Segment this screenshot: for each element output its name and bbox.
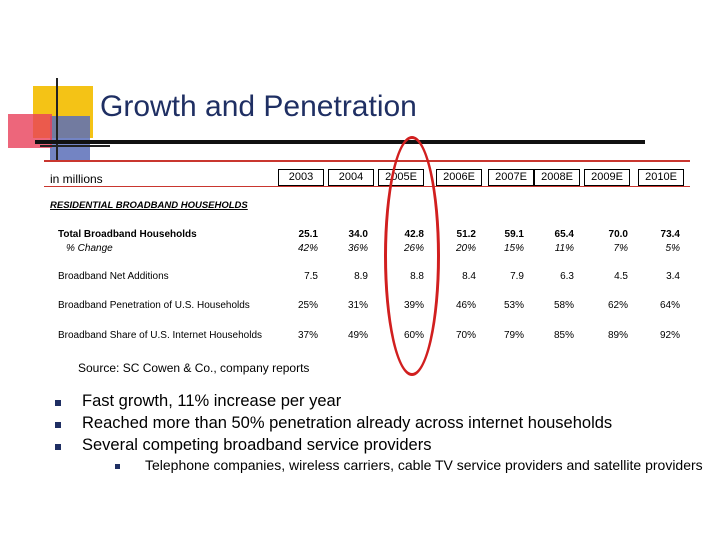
table-cell: 15%: [503, 243, 524, 254]
bullet-square-icon: [55, 422, 61, 428]
table-cell: 65.4: [554, 229, 574, 240]
table-cell: 36%: [347, 243, 368, 254]
table-cell: 46%: [455, 300, 476, 311]
table-cell: 6.3: [560, 271, 574, 282]
unit-label: in millions: [50, 172, 103, 186]
table-cell: 64%: [659, 300, 680, 311]
table-cell: 31%: [347, 300, 368, 311]
row-label: Broadband Net Additions: [58, 271, 169, 282]
highlight-oval: [384, 136, 440, 376]
table-cell: 53%: [503, 300, 524, 311]
table-cell: 5%: [665, 243, 680, 254]
table-cell: 11%: [554, 243, 574, 254]
bullet-text: Several competing broadband service prov…: [82, 436, 432, 454]
table-cell: 4.5: [614, 271, 628, 282]
table-cell: 79%: [503, 330, 524, 341]
row-label: Broadband Share of U.S. Internet Househo…: [58, 330, 263, 341]
header-rule: [44, 186, 690, 187]
row-label: Total Broadband Households: [58, 229, 197, 240]
year-header: 2006E: [436, 169, 482, 186]
table-cell: 89%: [607, 330, 628, 341]
table-cell: 25%: [297, 300, 318, 311]
sub-bullet-text: Telephone companies, wireless carriers, …: [145, 457, 703, 473]
sub-bullet-square-icon: [115, 464, 120, 469]
year-header: 2010E: [638, 169, 684, 186]
title-rule: [35, 140, 645, 144]
broadband-table: in millions 2003 2004 2005E 2006E 2007E …: [44, 160, 690, 382]
source-note: Source: SC Cowen & Co., company reports: [78, 361, 310, 375]
row-label: % Change: [66, 243, 113, 254]
year-header: 2009E: [584, 169, 630, 186]
table-cell: 34.0: [348, 229, 368, 240]
year-header: 2003: [278, 169, 324, 186]
section-title: RESIDENTIAL BROADBAND HOUSEHOLDS: [50, 200, 248, 211]
table-cell: 8.9: [354, 271, 368, 282]
table-cell: 85%: [553, 330, 574, 341]
bullet-text: Fast growth, 11% increase per year: [82, 392, 342, 410]
table-cell: 92%: [659, 330, 680, 341]
table-cell: 8.4: [462, 271, 476, 282]
year-header: 2007E: [488, 169, 534, 186]
year-header: 2004: [328, 169, 374, 186]
table-cell: 7%: [613, 243, 628, 254]
table-cell: 62%: [607, 300, 628, 311]
bullet-text: Reached more than 50% penetration alread…: [82, 414, 613, 432]
slide-title: Growth and Penetration: [100, 90, 417, 123]
table-cell: 70.0: [608, 229, 628, 240]
bullet-square-icon: [55, 400, 61, 406]
table-cell: 42%: [297, 243, 318, 254]
row-label: Broadband Penetration of U.S. Households: [58, 300, 250, 311]
table-cell: 7.9: [510, 271, 524, 282]
table-cell: 73.4: [660, 229, 680, 240]
table-cell: 70%: [455, 330, 476, 341]
table-top-rule: [44, 160, 690, 162]
table-cell: 51.2: [456, 229, 476, 240]
table-cell: 25.1: [298, 229, 318, 240]
bullet-square-icon: [55, 444, 61, 450]
table-cell: 37%: [297, 330, 318, 341]
table-cell: 7.5: [304, 271, 318, 282]
decor-vertical-line: [56, 78, 58, 160]
table-cell: 3.4: [666, 271, 680, 282]
decor-horizontal-line: [40, 145, 110, 147]
table-cell: 20%: [455, 243, 476, 254]
table-cell: 59.1: [504, 229, 524, 240]
year-header: 2008E: [534, 169, 580, 186]
table-cell: 58%: [553, 300, 574, 311]
table-cell: 49%: [347, 330, 368, 341]
